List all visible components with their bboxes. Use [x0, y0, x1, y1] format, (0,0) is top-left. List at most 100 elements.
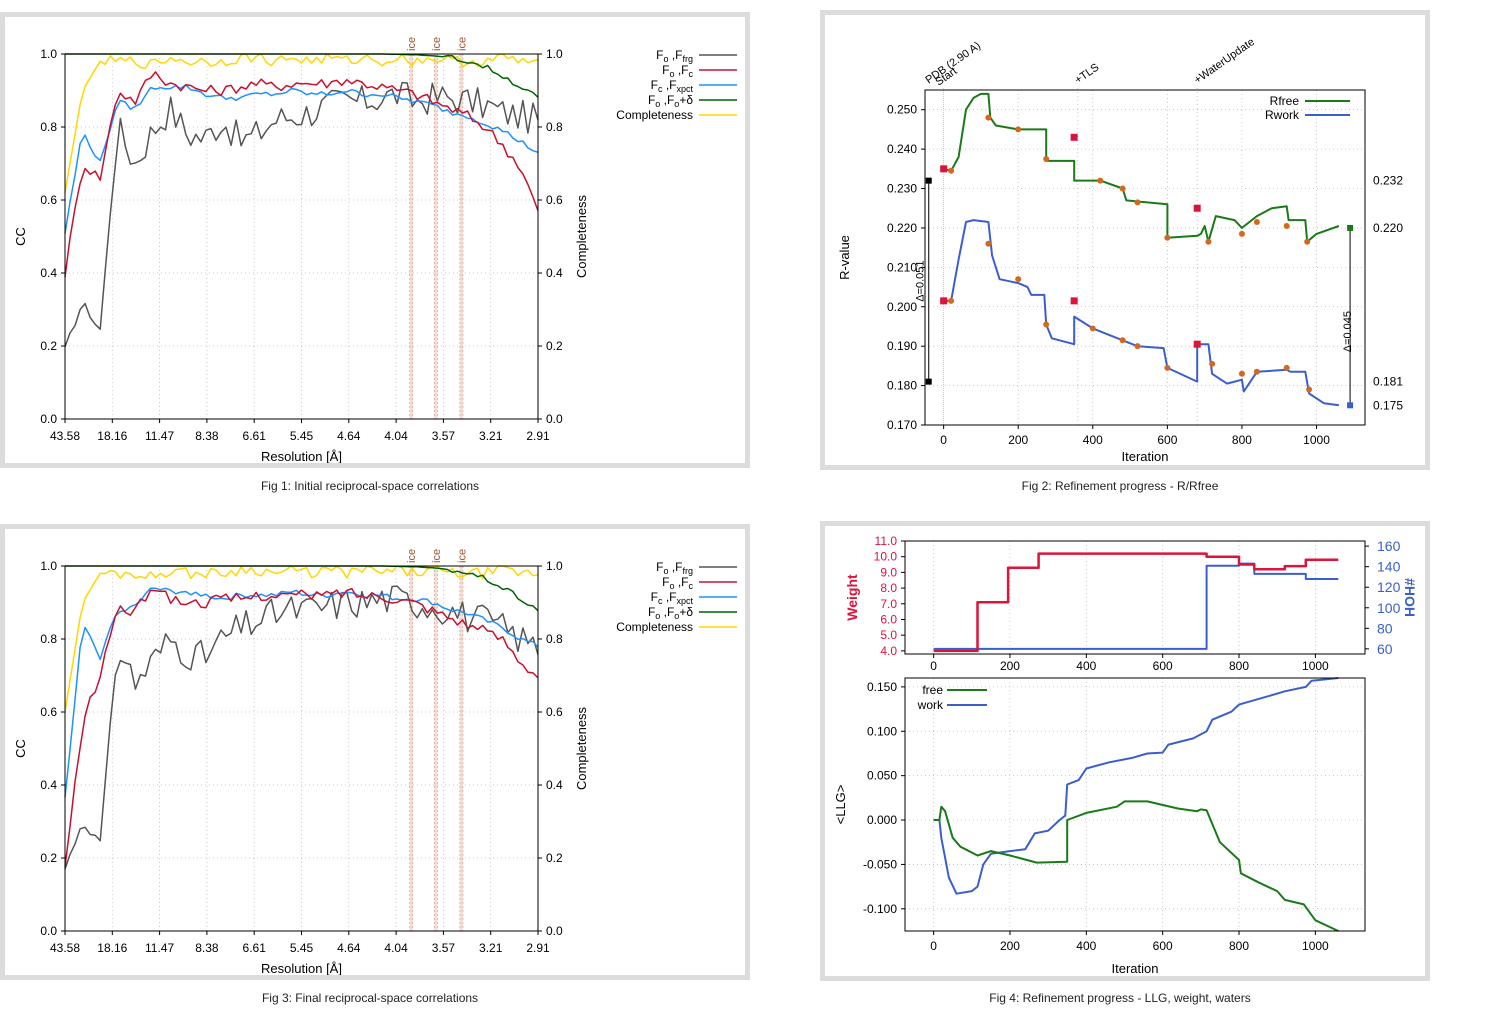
legend-label: Fc ,Fxpct	[651, 78, 694, 94]
series-line	[64, 565, 539, 713]
weight-line	[933, 552, 1339, 653]
legend-label: Completeness	[616, 620, 693, 634]
legend-text-part: c	[658, 596, 663, 606]
x-tick-label: 8.38	[195, 941, 219, 955]
legend-text-part: ,F	[662, 590, 676, 604]
plot-frame	[64, 565, 539, 932]
fig4-panel: 0 200 400 600 800 1000 4.0 5.0 6.0 7.0 8.0 9.0 10.0 1…	[820, 521, 1430, 981]
x-tick-label: 5.45	[290, 941, 314, 955]
ice-band	[434, 566, 438, 931]
weight-tick-label: 10.0	[874, 550, 898, 564]
legend-text-part: +δ	[679, 93, 693, 107]
y-tick-label: 0.050	[867, 769, 897, 783]
fig2-panel: 0 200 400 600 800 1000 0.170 0.180 0.190 0.200 0.2…	[820, 10, 1430, 470]
ice-label: ice	[456, 549, 468, 563]
legend-text-part: frg	[682, 54, 693, 64]
y-tick-label: 0.230	[887, 182, 917, 196]
legend-text-part: ,F	[668, 560, 682, 574]
rwork-line	[943, 219, 1340, 407]
x-tick-label: 400	[1076, 659, 1096, 673]
checkpoint-marker	[1043, 321, 1050, 328]
x-tick-label: 4.64	[337, 941, 361, 955]
y2-tick-label: 0.0	[546, 412, 563, 426]
event-marker	[1193, 340, 1201, 348]
x-tick-label: 43.58	[50, 941, 80, 955]
y-axis-label: CC	[13, 739, 28, 758]
y2-axis-label: Completeness	[574, 194, 589, 278]
y-tick-label: 0.100	[867, 724, 897, 738]
fig3-caption: Fig 3: Final reciprocal-space correlatio…	[261, 991, 479, 1005]
checkpoint-marker	[1134, 343, 1141, 350]
y-tick-label: 0.210	[887, 260, 917, 274]
y-tick-label: 0.200	[887, 300, 917, 314]
hoh-tick-label: 80	[1377, 620, 1393, 636]
legend-text-part: ,F	[675, 575, 689, 589]
weight-tick-label: 6.0	[880, 612, 897, 626]
event-marker	[940, 165, 948, 173]
x-tick-label: 1000	[1302, 659, 1329, 673]
legend-text-part: F	[656, 560, 663, 574]
x-tick-label: 4.64	[337, 429, 361, 443]
event-marker	[1070, 133, 1078, 141]
legend-text-part: F	[651, 590, 658, 604]
x-tick-label: 8.38	[195, 429, 219, 443]
y-tick-label: 0.2	[40, 851, 57, 865]
ice-band	[459, 566, 463, 931]
hoh-tick-label: 120	[1377, 579, 1401, 595]
legend-label: Fo ,Ffrg	[656, 48, 693, 64]
y-tick-label: 0.6	[40, 193, 57, 207]
delta-right-label: Δ=0.045	[1342, 311, 1354, 352]
weight-tick-label: 4.0	[880, 644, 897, 658]
checkpoint-marker	[1015, 276, 1022, 283]
y-tick-label: 0.170	[887, 418, 917, 432]
event-marker	[940, 297, 948, 305]
y2-tick-label: 1.0	[546, 559, 563, 573]
checkpoint-marker	[1164, 234, 1171, 241]
y-tick-label: -0.050	[863, 857, 897, 871]
legend-text-part: F	[648, 605, 655, 619]
ice-band	[409, 54, 413, 419]
y-tick-label: 0.4	[40, 266, 57, 280]
fig3-panel: 43.58 18.16 11.47 8.38 6.61 5.45 4.64 4.04 3.57 3…	[0, 524, 750, 980]
y-tick-label: 0.220	[887, 221, 917, 235]
checkpoint-marker	[1119, 337, 1126, 344]
x-axis-label: Iteration	[1112, 961, 1159, 976]
legend-text-part: ,F	[675, 63, 689, 77]
x-tick-label: 1000	[1303, 433, 1330, 447]
event-label: +TLS	[1073, 61, 1102, 86]
start-point	[925, 378, 932, 385]
fig4-caption: Fig 4: Refinement progress - LLG, weight…	[989, 991, 1251, 1005]
legend-text-part: Completeness	[616, 108, 693, 122]
legend-text-part: c	[689, 69, 694, 79]
checkpoint-marker	[1097, 177, 1104, 184]
ice-label: ice	[431, 549, 443, 563]
checkpoint-marker	[1238, 370, 1245, 377]
checkpoint-marker	[1283, 222, 1290, 229]
x-tick-label: 1000	[1302, 939, 1329, 953]
checkpoint-marker	[1043, 155, 1050, 162]
y2-tick-label: 0.4	[546, 266, 563, 280]
final-value-label: 0.220	[1373, 221, 1403, 235]
x-tick-label: 3.57	[432, 941, 456, 955]
legend-label: Completeness	[616, 108, 693, 122]
legend-text-part: F	[651, 78, 658, 92]
legend-text-part: o	[669, 69, 674, 79]
legend-label: Fo ,Fo+δ	[648, 93, 693, 109]
checkpoint-marker	[1089, 325, 1096, 332]
legend-text-part: ,F	[660, 605, 674, 619]
legend-rfree: Rfree	[1270, 94, 1300, 108]
weight-tick-label: 11.0	[875, 534, 898, 548]
x-tick-label: 200	[1000, 659, 1020, 673]
fig2-caption: Fig 2: Refinement progress - R/Rfree	[1021, 479, 1219, 493]
final-value-label: 0.181	[1373, 375, 1403, 389]
checkpoint-marker	[1015, 126, 1022, 133]
legend-text-part: xpct	[676, 596, 693, 606]
hoh-tick-label: 100	[1377, 600, 1401, 616]
top-plot-frame	[904, 540, 1366, 655]
checkpoint-marker	[1119, 185, 1126, 192]
legend-text-part: ,F	[662, 78, 676, 92]
y2-tick-label: 0.0	[546, 924, 563, 938]
x-tick-label: 11.47	[145, 429, 174, 443]
weight-tick-label: 8.0	[880, 581, 897, 595]
event-marker	[1193, 204, 1201, 212]
